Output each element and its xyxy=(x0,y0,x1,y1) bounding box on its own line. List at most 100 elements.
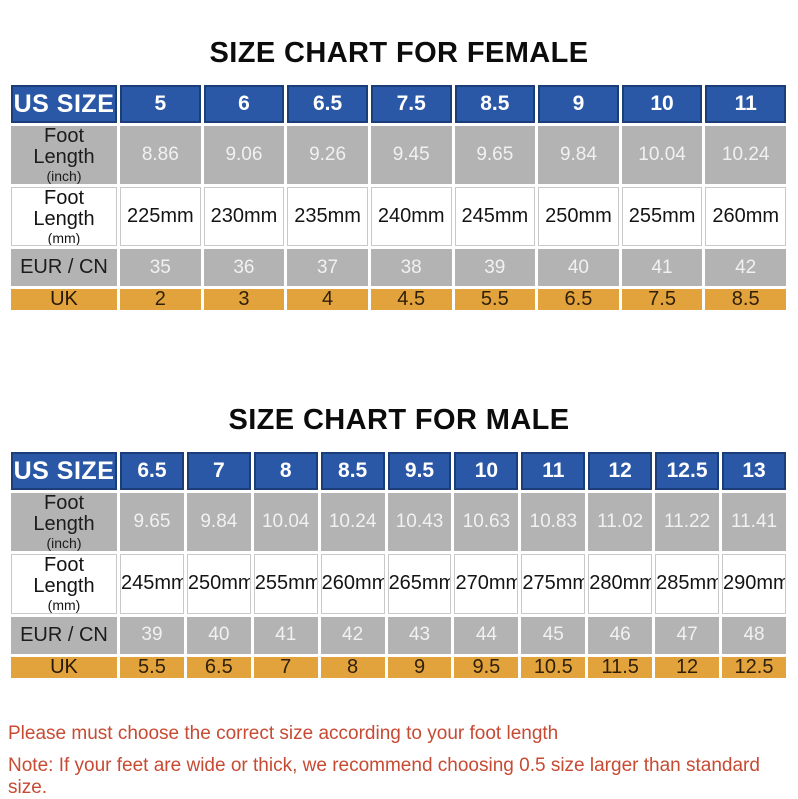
size-value-cell: 4 xyxy=(287,289,368,311)
size-value-cell: 7 xyxy=(253,656,318,678)
size-value-cell: 12.5 xyxy=(722,656,786,678)
size-value-cell: 9.84 xyxy=(538,126,619,184)
size-value-cell: 8.86 xyxy=(120,126,201,184)
row-header-uk: UK xyxy=(11,656,117,678)
table-row: Foot Length (inch) 8.86 9.06 9.26 9.45 9.65 9.8… xyxy=(11,126,786,184)
size-value-cell: 10.04 xyxy=(621,126,703,184)
size-value-cell: 5.5 xyxy=(120,656,184,678)
size-value-cell: 45 xyxy=(521,616,586,654)
size-value-cell: 5.5 xyxy=(454,289,536,311)
row-header-foot-length-inch: Foot Length (inch) xyxy=(11,126,117,184)
size-value-cell: 12.5 xyxy=(655,452,720,491)
size-value-cell: 245mm xyxy=(454,186,536,247)
size-value-cell: 260mm xyxy=(320,554,385,614)
size-value-cell: 6.5 xyxy=(287,85,368,123)
size-value-cell: 43 xyxy=(387,616,452,654)
size-value-cell: 10.5 xyxy=(521,656,586,678)
size-value-cell: 7.5 xyxy=(370,85,452,123)
size-value-cell: 3 xyxy=(203,289,285,311)
female-table: US SIZE 5 6 6.5 7.5 8.5 9 10 11 Foot Length (inch)… xyxy=(8,82,789,313)
size-value-cell: 225mm xyxy=(120,186,201,247)
wide-feet-note: Note: If your feet are wide or thick, we… xyxy=(8,754,760,798)
size-value-cell: 48 xyxy=(722,616,786,654)
size-value-cell: 250mm xyxy=(538,186,619,247)
table-row: EUR / CN 35 36 37 38 39 40 41 42 xyxy=(11,249,786,287)
size-value-cell: 36 xyxy=(203,249,285,287)
table-row: Foot Length (mm) 225mm 230mm 235mm 240mm 245mm… xyxy=(11,186,786,247)
size-value-cell: 235mm xyxy=(287,186,368,247)
size-value-cell: 290mm xyxy=(722,554,786,614)
size-value-cell: 12 xyxy=(588,452,653,491)
size-chart-page: { "colors": { "header_blue": "#2b58a6", … xyxy=(0,36,798,798)
size-value-cell: 39 xyxy=(454,249,536,287)
size-value-cell: 42 xyxy=(320,616,385,654)
size-value-cell: 11 xyxy=(705,85,786,123)
row-header-uk: UK xyxy=(11,289,117,311)
size-value-cell: 10 xyxy=(454,452,519,491)
table-row: US SIZE 6.5 7 8 8.5 9.5 10 11 12 12.5 13 xyxy=(11,452,786,491)
size-value-cell: 270mm xyxy=(454,554,519,614)
size-value-cell: 9.06 xyxy=(203,126,285,184)
size-value-cell: 11.22 xyxy=(655,493,720,552)
size-value-cell: 230mm xyxy=(203,186,285,247)
row-header-us-size: US SIZE xyxy=(11,85,117,123)
size-value-cell: 4.5 xyxy=(370,289,452,311)
size-value-cell: 8 xyxy=(253,452,318,491)
male-chart-title: SIZE CHART FOR MALE xyxy=(228,404,570,437)
size-value-cell: 265mm xyxy=(387,554,452,614)
size-value-cell: 10.63 xyxy=(454,493,519,552)
size-value-cell: 41 xyxy=(621,249,703,287)
size-value-cell: 245mm xyxy=(120,554,184,614)
size-value-cell: 9.5 xyxy=(454,656,519,678)
size-value-cell: 280mm xyxy=(588,554,653,614)
size-value-cell: 40 xyxy=(186,616,251,654)
size-value-cell: 9.84 xyxy=(186,493,251,552)
row-header-eur-cn: EUR / CN xyxy=(11,249,117,287)
size-value-cell: 13 xyxy=(722,452,786,491)
choose-size-note: Please must choose the correct size acco… xyxy=(8,722,559,744)
size-value-cell: 8.5 xyxy=(705,289,786,311)
size-value-cell: 9.65 xyxy=(120,493,184,552)
size-value-cell: 10.43 xyxy=(387,493,452,552)
size-value-cell: 240mm xyxy=(370,186,452,247)
row-header-eur-cn: EUR / CN xyxy=(11,616,117,654)
size-value-cell: 2 xyxy=(120,289,201,311)
size-value-cell: 9 xyxy=(387,656,452,678)
size-value-cell: 260mm xyxy=(705,186,786,247)
size-value-cell: 10.24 xyxy=(320,493,385,552)
size-value-cell: 8 xyxy=(320,656,385,678)
table-row: US SIZE 5 6 6.5 7.5 8.5 9 10 11 xyxy=(11,85,786,123)
male-table: US SIZE 6.5 7 8 8.5 9.5 10 11 12 12.5 13 Foot Lengt… xyxy=(8,449,789,680)
size-value-cell: 37 xyxy=(287,249,368,287)
size-value-cell: 6.5 xyxy=(120,452,184,491)
footer-notes: Please must choose the correct size acco… xyxy=(8,723,798,799)
table-row: UK 5.5 6.5 7 8 9 9.5 10.5 11.5 12 12.5 xyxy=(11,656,786,678)
size-value-cell: 250mm xyxy=(186,554,251,614)
size-value-cell: 5 xyxy=(120,85,201,123)
size-value-cell: 255mm xyxy=(253,554,318,614)
size-value-cell: 7.5 xyxy=(621,289,703,311)
size-value-cell: 9 xyxy=(538,85,619,123)
size-value-cell: 9.65 xyxy=(454,126,536,184)
size-value-cell: 38 xyxy=(370,249,452,287)
size-value-cell: 35 xyxy=(120,249,201,287)
size-value-cell: 285mm xyxy=(655,554,720,614)
male-size-table: US SIZE 6.5 7 8 8.5 9.5 10 11 12 12.5 13 Foot Lengt… xyxy=(8,449,798,680)
size-value-cell: 39 xyxy=(120,616,184,654)
size-value-cell: 44 xyxy=(454,616,519,654)
size-value-cell: 40 xyxy=(538,249,619,287)
size-value-cell: 8.5 xyxy=(454,85,536,123)
size-value-cell: 10.24 xyxy=(705,126,786,184)
row-header-foot-length-mm: Foot Length (mm) xyxy=(11,186,117,247)
size-value-cell: 6.5 xyxy=(186,656,251,678)
female-size-table: US SIZE 5 6 6.5 7.5 8.5 9 10 11 Foot Length (inch)… xyxy=(8,82,798,313)
size-value-cell: 11.41 xyxy=(722,493,786,552)
size-value-cell: 12 xyxy=(655,656,720,678)
table-row: Foot Length (inch) 9.65 9.84 10.04 10.24 10.43… xyxy=(11,493,786,552)
size-value-cell: 10 xyxy=(621,85,703,123)
size-value-cell: 10.83 xyxy=(521,493,586,552)
row-header-us-size: US SIZE xyxy=(11,452,117,491)
size-value-cell: 9.45 xyxy=(370,126,452,184)
size-value-cell: 275mm xyxy=(521,554,586,614)
size-value-cell: 6 xyxy=(203,85,285,123)
